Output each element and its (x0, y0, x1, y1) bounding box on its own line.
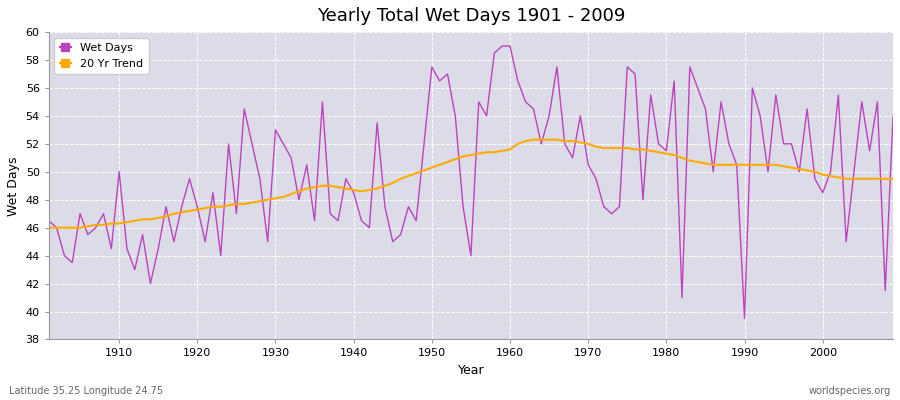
Wet Days (887, 114, 898, 118)
20 Yr Trend (278, 194, 289, 199)
Wet Days (505, 44, 516, 48)
20 Yr Trend (528, 137, 539, 142)
Y-axis label: Wet Days: Wet Days (7, 156, 20, 216)
20 Yr Trend (607, 146, 617, 150)
Wet Days (325, 211, 336, 216)
20 Yr Trend (43, 225, 54, 230)
20 Yr Trend (497, 148, 508, 153)
Wet Days (497, 44, 508, 48)
Wet Days (278, 142, 289, 146)
Text: Latitude 35.25 Longitude 24.75: Latitude 35.25 Longitude 24.75 (9, 386, 163, 396)
Wet Days (512, 78, 523, 83)
Legend: Wet Days, 20 Yr Trend: Wet Days, 20 Yr Trend (54, 38, 148, 74)
Line: Wet Days: Wet Days (49, 46, 893, 318)
Text: worldspecies.org: worldspecies.org (809, 386, 891, 396)
20 Yr Trend (887, 176, 898, 181)
Wet Days (43, 218, 54, 223)
Wet Days (739, 316, 750, 321)
Title: Yearly Total Wet Days 1901 - 2009: Yearly Total Wet Days 1901 - 2009 (317, 7, 626, 25)
20 Yr Trend (106, 221, 117, 226)
20 Yr Trend (325, 183, 336, 188)
20 Yr Trend (505, 147, 516, 152)
Wet Days (607, 211, 617, 216)
Wet Days (106, 246, 117, 251)
X-axis label: Year: Year (457, 364, 484, 377)
Line: 20 Yr Trend: 20 Yr Trend (49, 140, 893, 228)
